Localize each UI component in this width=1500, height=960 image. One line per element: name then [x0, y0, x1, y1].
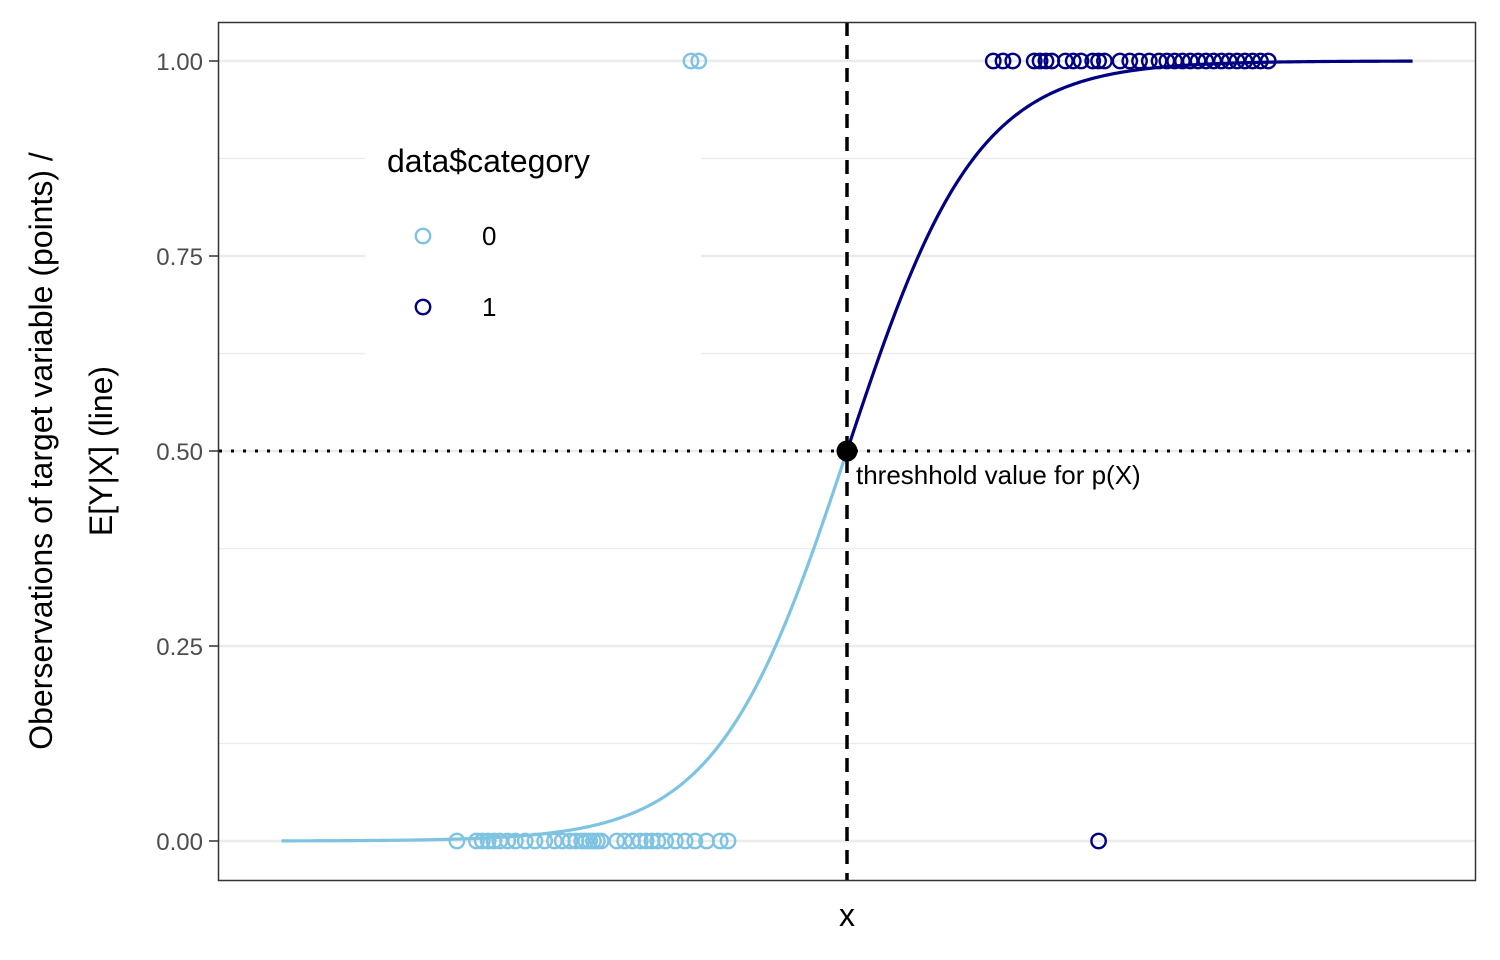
- data-point-category-1-24: [1197, 52, 1215, 70]
- expected-value-curve: [281, 59, 1413, 843]
- data-point-category-0-26: [631, 832, 649, 850]
- data-point-category-1-23: [1189, 52, 1207, 70]
- data-point-category-1-25: [1205, 52, 1223, 70]
- data-point-category-0-36: [719, 832, 737, 850]
- data-point-category-1-14: [1111, 52, 1129, 70]
- data-point-category-1-9: [1064, 52, 1082, 70]
- legend-label-0: 0: [482, 221, 496, 251]
- data-point-category-0-8: [499, 832, 517, 850]
- data-point-category-0-13: [546, 832, 563, 850]
- data-point-category-1-21: [1174, 52, 1191, 70]
- data-point-category-0-32: [676, 832, 694, 850]
- data-point-category-1-26: [1213, 52, 1230, 70]
- legend-background: [365, 128, 701, 354]
- y-axis-title: Oberservations of target variable (point…: [23, 152, 119, 750]
- data-point-category-1-28: [1228, 52, 1246, 70]
- data-point-category-0-1: [690, 52, 708, 70]
- observation-points: [448, 52, 1277, 850]
- data-point-category-0-3: [468, 832, 485, 850]
- y-tick-label-0: 0.00: [156, 829, 203, 856]
- data-point-category-1-20: [1166, 52, 1184, 70]
- data-point-category-0-2: [448, 832, 466, 850]
- data-point-category-1-13: [1096, 52, 1113, 70]
- data-point-category-1-15: [1121, 52, 1139, 70]
- data-point-category-0-23: [608, 832, 626, 850]
- data-point-category-1-2: [994, 52, 1012, 70]
- data-point-category-1-27: [1220, 52, 1238, 70]
- data-point-category-1-18: [1150, 52, 1168, 70]
- data-point-category-1-0: [1090, 832, 1107, 850]
- curve-segment-below-threshold: [281, 450, 849, 843]
- legend-title: data$category: [387, 143, 590, 179]
- data-point-category-1-4: [1025, 52, 1043, 70]
- y-tick-label-2: 0.50: [156, 439, 203, 466]
- data-point-category-1-3: [1004, 52, 1022, 70]
- data-point-category-0-31: [666, 832, 684, 850]
- data-point-category-1-6: [1037, 52, 1055, 70]
- data-point-category-1-22: [1181, 52, 1199, 70]
- threshold-lines: [219, 22, 1475, 880]
- data-point-category-1-17: [1140, 52, 1158, 70]
- legend: data$category 0 1: [365, 128, 701, 354]
- y-tick-label-4: 1.00: [156, 49, 203, 76]
- x-axis-title: x: [839, 897, 855, 933]
- y-tick-label-3: 0.75: [156, 244, 203, 271]
- data-point-category-0-29: [649, 832, 667, 850]
- threshold-point: [836, 440, 858, 462]
- data-point-category-1-32: [1259, 52, 1277, 70]
- threshold-annotation: threshhold value for p(X): [836, 440, 1141, 490]
- data-point-category-0-11: [526, 832, 544, 850]
- data-point-category-0-35: [711, 832, 729, 850]
- legend-label-1: 1: [482, 292, 496, 322]
- data-point-category-1-8: [1057, 52, 1074, 70]
- data-point-category-1-11: [1084, 52, 1102, 70]
- data-point-category-0-9: [507, 832, 524, 850]
- data-point-category-0-10: [516, 832, 534, 850]
- data-point-category-0-27: [637, 832, 655, 850]
- data-point-category-1-10: [1072, 52, 1090, 70]
- legend-key-1: [414, 298, 432, 316]
- threshold-label: threshhold value for p(X): [856, 460, 1141, 490]
- curve-segment-above-threshold: [845, 59, 1413, 452]
- data-point-category-0-15: [561, 832, 579, 850]
- y-axis-title-line-2: E[Y|X] (line): [83, 366, 119, 536]
- data-point-category-1-29: [1236, 52, 1254, 70]
- data-point-category-1-31: [1252, 52, 1269, 70]
- data-point-category-0-7: [491, 832, 509, 850]
- data-point-category-0-4: [473, 832, 491, 850]
- y-tick-label-1: 0.25: [156, 634, 203, 661]
- data-point-category-0-24: [616, 832, 634, 850]
- data-point-category-0-12: [536, 832, 554, 850]
- y-axis: 0.00 0.25 0.50 0.75 1.00: [156, 49, 219, 856]
- y-axis-title-line-1: Oberservations of target variable (point…: [23, 152, 59, 750]
- data-point-category-1-12: [1090, 52, 1107, 70]
- data-point-category-0-0: [682, 52, 700, 70]
- data-point-category-1-16: [1131, 52, 1148, 70]
- data-point-category-0-30: [657, 832, 675, 850]
- data-point-category-0-22: [592, 832, 610, 850]
- data-point-category-0-33: [686, 832, 704, 850]
- data-point-category-1-5: [1031, 52, 1049, 70]
- data-point-category-1-30: [1244, 52, 1262, 70]
- data-point-category-1-19: [1158, 52, 1176, 70]
- data-point-category-0-5: [479, 832, 497, 850]
- legend-key-0: [414, 227, 432, 245]
- data-point-category-1-1: [984, 52, 1002, 70]
